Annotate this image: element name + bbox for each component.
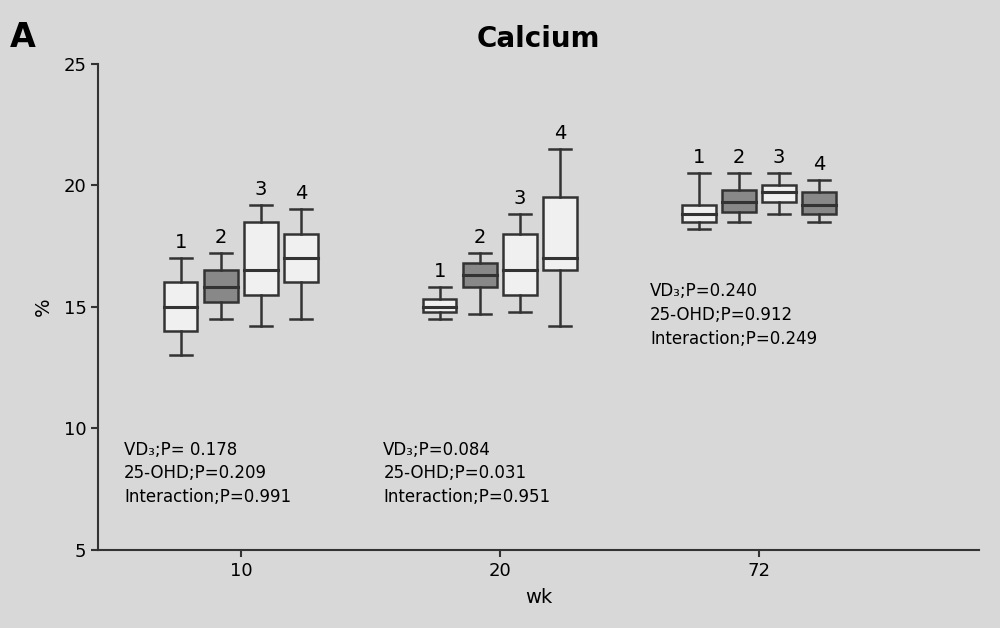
FancyBboxPatch shape [762, 185, 796, 202]
Text: 2: 2 [215, 228, 227, 247]
FancyBboxPatch shape [722, 190, 756, 212]
Text: A: A [10, 21, 36, 54]
FancyBboxPatch shape [463, 263, 497, 287]
Text: 3: 3 [255, 180, 267, 198]
FancyBboxPatch shape [802, 192, 836, 214]
X-axis label: wk: wk [525, 588, 552, 607]
Title: Calcium: Calcium [477, 25, 600, 53]
FancyBboxPatch shape [284, 234, 318, 283]
Text: VD₃;P=0.240
25-OHD;P=0.912
Interaction;P=0.249: VD₃;P=0.240 25-OHD;P=0.912 Interaction;P… [650, 283, 817, 348]
FancyBboxPatch shape [682, 205, 716, 222]
Text: 3: 3 [514, 189, 526, 208]
Text: VD₃;P= 0.178
25-OHD;P=0.209
Interaction;P=0.991: VD₃;P= 0.178 25-OHD;P=0.209 Interaction;… [124, 441, 291, 506]
Text: 4: 4 [554, 124, 566, 143]
FancyBboxPatch shape [543, 197, 577, 270]
Text: VD₃;P=0.084
25-OHD;P=0.031
Interaction;P=0.951: VD₃;P=0.084 25-OHD;P=0.031 Interaction;P… [383, 441, 550, 506]
Text: 3: 3 [773, 148, 785, 167]
Text: 1: 1 [174, 233, 187, 252]
FancyBboxPatch shape [164, 283, 197, 331]
Text: 1: 1 [693, 148, 705, 167]
Text: 2: 2 [474, 228, 486, 247]
FancyBboxPatch shape [244, 222, 278, 295]
FancyBboxPatch shape [423, 300, 456, 311]
FancyBboxPatch shape [204, 270, 238, 302]
Text: 2: 2 [733, 148, 745, 167]
Text: 1: 1 [433, 263, 446, 281]
Y-axis label: %: % [33, 298, 52, 316]
FancyBboxPatch shape [503, 234, 537, 295]
Text: 4: 4 [813, 155, 825, 174]
Text: 4: 4 [295, 185, 307, 203]
